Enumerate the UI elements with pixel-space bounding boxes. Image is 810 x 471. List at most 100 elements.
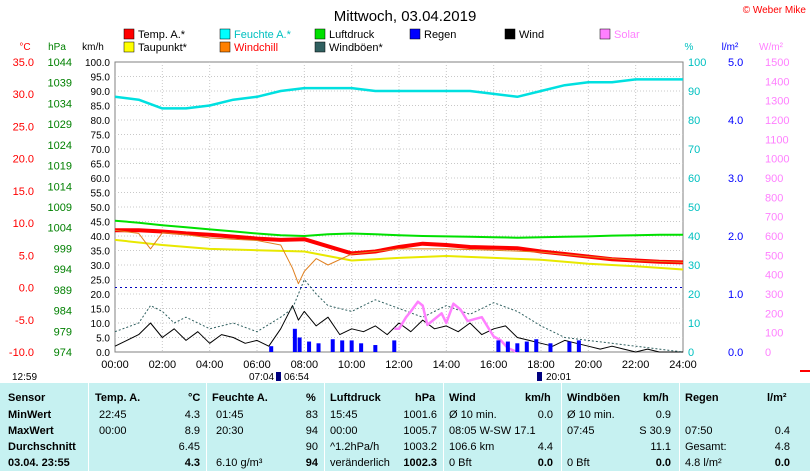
tick-wind: 40.0 xyxy=(91,232,111,243)
tick-pressure: 1034 xyxy=(48,98,72,110)
table-cell: 0.0 xyxy=(655,457,671,469)
x-tick-label: 24:00 xyxy=(669,359,697,371)
tick-temp: 35.0 xyxy=(13,57,34,69)
tick-wind: 5.0 xyxy=(96,334,110,345)
hdr-temp: Temp. A. xyxy=(95,392,141,404)
legend-label: Taupunkt* xyxy=(138,42,188,54)
table-cell: 1003.2 xyxy=(403,441,437,453)
tick-solar: 700 xyxy=(765,212,783,224)
axis-unit-temp: °C xyxy=(19,42,30,53)
table-cell: 00:00 xyxy=(99,425,127,437)
hdr-temp-unit: °C xyxy=(188,392,201,404)
legend-swatch xyxy=(409,28,421,40)
table-cell: Ø 10 min. xyxy=(567,409,615,421)
tick-wind: 55.0 xyxy=(91,189,111,200)
tick-humidity: 80 xyxy=(688,115,700,127)
tick-rain: 1.0 xyxy=(728,289,743,301)
axis-unit-wind: km/h xyxy=(82,42,104,53)
table-cell: 0.0 xyxy=(537,409,553,421)
tick-temp: 10.0 xyxy=(13,218,34,230)
legend-label: Feuchte A.* xyxy=(234,29,292,41)
legend-swatch xyxy=(219,28,231,40)
tick-temp: 20.0 xyxy=(13,154,34,166)
table-cell: 11.1 xyxy=(650,441,671,453)
table-cell: 6.10 g/m³ xyxy=(216,457,263,469)
rain-bar xyxy=(330,339,335,352)
stats-table: Sensor Temp. A. °C Feuchte A. % Luftdruc… xyxy=(0,383,810,471)
tick-rain: 4.0 xyxy=(728,115,743,127)
x-tick-label: 20:00 xyxy=(575,359,603,371)
axis-unit-humidity: % xyxy=(685,42,694,53)
tick-pressure: 1039 xyxy=(48,78,72,90)
sun-time-left: 12:59 xyxy=(12,372,38,383)
tick-wind: 85.0 xyxy=(91,102,111,113)
chart-title: Mittwoch, 03.04.2019 xyxy=(334,8,477,25)
rain-bar xyxy=(392,340,397,352)
table-cell: 106.6 km xyxy=(449,441,495,453)
tick-temp: 15.0 xyxy=(13,186,34,198)
sunrise-label: 07:04 xyxy=(249,372,275,383)
x-tick-label: 12:00 xyxy=(385,359,413,371)
legend-swatch xyxy=(314,41,326,53)
tick-pressure: 1009 xyxy=(48,202,72,214)
legend-swatch xyxy=(123,28,135,40)
rain-bar xyxy=(373,345,378,352)
tick-solar: 1500 xyxy=(765,57,789,69)
rain-bar xyxy=(496,340,501,352)
table-cell: 08:05 W-SW 17.1 xyxy=(449,425,536,437)
tick-humidity: 70 xyxy=(688,144,700,156)
legend-swatch xyxy=(599,28,611,40)
table-cell: Durchschnitt xyxy=(8,441,76,453)
tick-wind: 70.0 xyxy=(91,145,111,156)
legend-swatch xyxy=(123,41,135,53)
series-taupunkt xyxy=(114,238,684,271)
tick-humidity: 100 xyxy=(688,57,706,69)
rain-bar xyxy=(567,341,572,352)
legend-label: Solar xyxy=(614,29,640,41)
tick-pressure: 999 xyxy=(54,243,72,255)
tick-wind: 75.0 xyxy=(91,131,111,142)
tick-pressure: 979 xyxy=(54,326,72,338)
tick-solar: 800 xyxy=(765,192,783,204)
series-feuchte-a xyxy=(114,78,683,110)
copyright-label: © Weber Mike xyxy=(743,5,807,16)
table-cell: MinWert xyxy=(8,409,52,421)
grid xyxy=(115,62,683,352)
tick-temp: -5.0 xyxy=(15,315,34,327)
x-tick-label: 00:00 xyxy=(101,359,129,371)
tick-wind: 100.0 xyxy=(85,58,110,69)
tick-solar: 1400 xyxy=(765,76,789,88)
table-cell: S 30.9 xyxy=(639,425,671,437)
tick-pressure: 994 xyxy=(54,264,72,276)
axis-unit-pressure: hPa xyxy=(48,42,66,53)
tick-humidity: 30 xyxy=(688,260,700,272)
table-cell: 83 xyxy=(305,409,318,421)
x-tick-label: 22:00 xyxy=(622,359,650,371)
rain-bar xyxy=(316,343,321,352)
hdr-wind: Wind xyxy=(449,392,476,404)
table-cell: 8.9 xyxy=(184,425,200,437)
tick-wind: 50.0 xyxy=(91,203,111,214)
rain-bar xyxy=(576,340,581,352)
tick-pressure: 1019 xyxy=(48,161,72,173)
tick-pressure: 1044 xyxy=(48,57,72,69)
table-cell: 0 Bft xyxy=(567,457,590,469)
sunset-icon xyxy=(537,372,542,381)
rain-bar xyxy=(292,328,297,352)
rain-bar xyxy=(505,341,510,352)
legend-label: Temp. A.* xyxy=(138,29,186,41)
tick-temp: 25.0 xyxy=(13,121,34,133)
series-layer xyxy=(114,78,684,354)
table-cell: 1005.7 xyxy=(403,425,437,437)
axis-unit-rain: l/m² xyxy=(722,42,739,53)
x-tick-label: 16:00 xyxy=(480,359,508,371)
tick-solar: 1000 xyxy=(765,154,789,166)
table-cell: 01:45 xyxy=(216,409,244,421)
table-cell: 03.04. 23:55 xyxy=(8,457,70,469)
hdr-humidity: Feuchte A. xyxy=(212,392,268,404)
weather-chart: Mittwoch, 03.04.2019 © Weber Mike Temp. … xyxy=(8,5,810,372)
table-cell: 94 xyxy=(305,425,318,437)
x-tick-label: 18:00 xyxy=(527,359,555,371)
legend-label: Windböen* xyxy=(329,42,384,54)
tick-humidity: 20 xyxy=(688,289,700,301)
